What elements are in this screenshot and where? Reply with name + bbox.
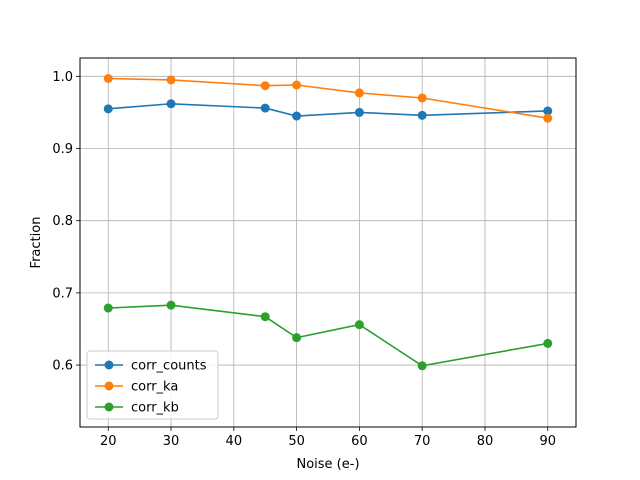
data-point <box>543 338 553 348</box>
y-axis-label: Fraction <box>29 217 44 269</box>
data-point <box>354 320 364 330</box>
data-point <box>166 300 176 310</box>
y-tick-label: 0.7 <box>52 286 73 301</box>
legend-marker <box>104 381 114 391</box>
x-tick-label: 90 <box>539 434 556 449</box>
x-tick-label: 20 <box>100 434 117 449</box>
data-point <box>166 99 176 109</box>
data-point <box>417 93 427 103</box>
x-tick-label: 70 <box>414 434 431 449</box>
legend-item: corr_ka <box>95 380 178 395</box>
data-point <box>543 113 553 123</box>
x-tick-label: 50 <box>288 434 305 449</box>
data-point <box>417 110 427 120</box>
series-corr_counts <box>103 99 553 121</box>
x-tick-label: 30 <box>163 434 180 449</box>
series-line <box>108 77 548 119</box>
ticks: 20 30 40 50 60 70 80 90 0.6 0.7 0.8 0.9 1.0 <box>52 70 556 449</box>
y-tick-label: 1.0 <box>52 70 73 85</box>
legend-item: corr_kb <box>95 401 179 416</box>
x-tick-label: 60 <box>351 434 368 449</box>
data-point <box>103 74 113 83</box>
plot-frame <box>79 57 577 428</box>
legend-marker <box>104 402 114 412</box>
data-point <box>166 75 176 85</box>
data-point <box>543 106 553 116</box>
data-point <box>103 303 113 313</box>
legend-box <box>86 350 219 420</box>
data-point <box>260 103 270 113</box>
data-point <box>260 81 270 91</box>
data-point <box>292 111 302 121</box>
y-tick-label: 0.6 <box>52 359 73 374</box>
legend-item: corr_counts <box>95 359 207 374</box>
x-tick-label: 40 <box>226 434 243 449</box>
data-point <box>354 107 364 117</box>
x-axis-label: Noise (e-) <box>296 457 359 472</box>
series-corr_ka <box>103 74 553 123</box>
x-tick-label: 80 <box>477 434 494 449</box>
data-point <box>292 333 302 343</box>
data-point <box>292 80 302 90</box>
legend-label: corr_counts <box>131 359 207 374</box>
legend: corr_counts corr_ka corr_kb <box>86 350 219 420</box>
legend-label: corr_ka <box>131 380 178 395</box>
series-corr_kb <box>103 300 553 371</box>
y-tick-label: 0.9 <box>52 142 73 157</box>
y-tick-label: 0.8 <box>52 214 73 229</box>
legend-label: corr_kb <box>131 401 179 416</box>
data-point <box>354 88 364 98</box>
data-point <box>260 312 270 322</box>
series-layer <box>103 74 553 371</box>
data-point <box>103 104 113 114</box>
legend-marker <box>104 360 114 370</box>
data-point <box>417 361 427 371</box>
